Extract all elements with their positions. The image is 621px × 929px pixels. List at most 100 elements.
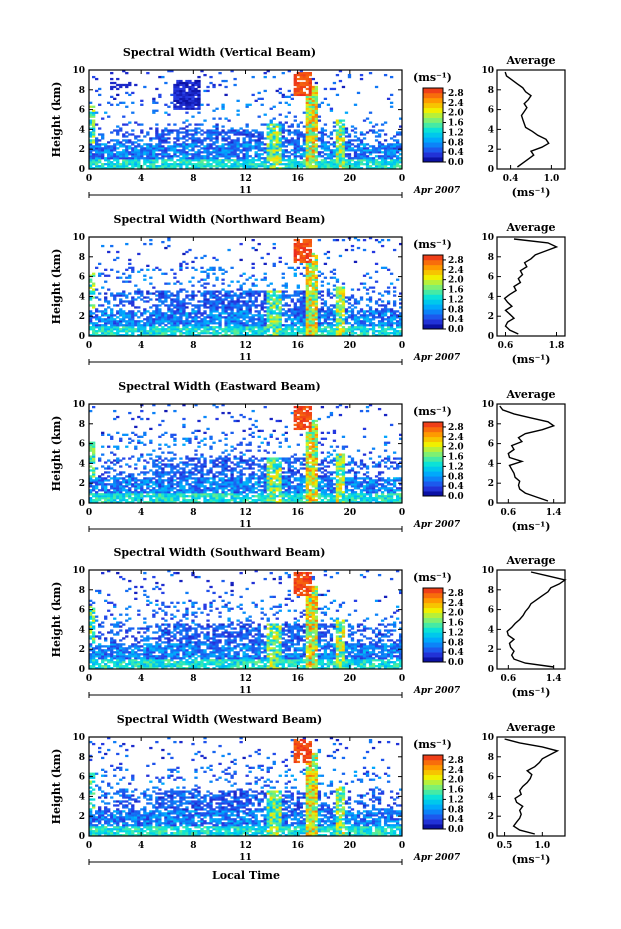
colorbar-tick-label: 2.8 — [448, 89, 464, 99]
panel-1: Spectral Width (Vertical Beam) 0 2 4 6 8 10 Hei… — [50, 46, 566, 199]
colorbar-tick-label: 2.4 — [448, 766, 464, 776]
x-tick-label: 20 — [344, 841, 357, 851]
colorbar-tick-label: 0.8 — [448, 805, 464, 815]
day-label: 11 — [239, 853, 252, 863]
average-y-tick-label: 10 — [481, 400, 494, 410]
colorbar-swatch — [423, 289, 443, 295]
y-tick-label: 10 — [72, 733, 85, 743]
y-axis-label: Height (km) — [50, 416, 63, 492]
colorbar-swatch — [423, 784, 443, 790]
x-tick-label: 20 — [344, 674, 357, 684]
y-axis: 0 2 4 6 8 10 Height (km) — [50, 233, 402, 342]
panel-title: Spectral Width (Vertical Beam) — [123, 46, 316, 59]
x-tick-label: 0 — [86, 174, 92, 184]
x-tick-label: 4 — [138, 341, 144, 351]
average-line — [504, 738, 560, 835]
colorbar-swatch — [423, 617, 443, 623]
colorbar-tick-label: 2.0 — [448, 776, 464, 786]
colorbar-swatch — [423, 466, 443, 472]
colorbar-tick-label: 2.8 — [448, 756, 464, 766]
colorbar-unit-label: (ms⁻¹) — [413, 738, 452, 751]
colorbar: (ms⁻¹) 0.00.40.81.21.62.02.42.8 — [413, 571, 464, 668]
y-tick-label: 10 — [72, 566, 85, 576]
colorbar-swatch — [423, 299, 443, 305]
average-y-tick-label: 8 — [488, 253, 494, 263]
colorbar-swatch — [423, 255, 443, 261]
colorbar-tick-label: 1.2 — [448, 295, 464, 305]
colorbar-frame — [422, 87, 444, 163]
panel-title: Spectral Width (Northward Beam) — [114, 213, 326, 226]
colorbar-swatch — [423, 142, 443, 148]
colorbar-swatch — [423, 491, 443, 497]
colorbar: (ms⁻¹) 0.00.40.81.21.62.02.42.8 — [413, 71, 464, 168]
colorbar-tick-label: 1.6 — [448, 286, 464, 296]
y-tick-label: 8 — [79, 253, 85, 263]
x-tick-label: 20 — [344, 508, 357, 518]
colorbar-swatch — [423, 102, 443, 109]
y-tick-label: 6 — [79, 440, 85, 450]
colorbar-swatch — [423, 147, 443, 153]
y-tick-label: 4 — [79, 625, 85, 635]
colorbar-swatch — [423, 657, 443, 663]
y-axis: 0 2 4 6 8 10 Height (km) — [50, 733, 402, 842]
y-axis-label: Height (km) — [50, 82, 63, 158]
average-profile: Average 0 2 4 6 8 10 0.6 1.4 (ms⁻¹) — [481, 388, 566, 533]
y-axis: 0 2 4 6 8 10 Height (km) — [50, 400, 402, 509]
x-tick-label: 16 — [291, 508, 304, 518]
colorbar-swatch — [423, 441, 443, 447]
average-y-tick-label: 10 — [481, 566, 494, 576]
colorbar-tick-label: 0.0 — [448, 325, 464, 335]
average-y-tick-label: 8 — [488, 753, 494, 763]
average-y-tick-label: 6 — [488, 606, 494, 616]
colorbar-frame — [422, 421, 444, 497]
colorbar-swatch — [423, 132, 443, 138]
x-tick-label: 4 — [138, 841, 144, 851]
colorbar-frame — [422, 254, 444, 330]
x-tick-label: 0 — [86, 674, 92, 684]
average-profile: Average 0 2 4 6 8 10 0.4 1.0 (ms⁻¹) — [481, 54, 566, 199]
x-tick-label: 8 — [190, 674, 196, 684]
average-x-tick-label: 1.0 — [534, 841, 550, 851]
panel-title: Spectral Width (Eastward Beam) — [118, 380, 320, 393]
y-tick-label: 0 — [79, 165, 85, 175]
average-y-tick-label: 0 — [488, 332, 494, 342]
heatmap-cells — [89, 404, 402, 503]
average-y-tick-label: 0 — [488, 832, 494, 842]
y-tick-label: 4 — [79, 292, 85, 302]
colorbar-swatch — [423, 422, 443, 428]
colorbar-swatch — [423, 122, 443, 128]
average-y-tick-label: 4 — [488, 292, 494, 302]
x-axis: 0 4 8 12 16 20 0 11 Apr 2007 — [86, 570, 461, 698]
y-axis-label: Height (km) — [50, 749, 63, 825]
colorbar-swatch — [423, 461, 443, 467]
colorbar-swatch — [423, 759, 443, 766]
average-x-tick-label: 1.8 — [549, 341, 565, 351]
colorbar-tick-label: 2.4 — [448, 433, 464, 443]
average-x-label: (ms⁻¹) — [512, 520, 551, 533]
average-y-tick-label: 4 — [488, 125, 494, 135]
average-frame — [496, 69, 566, 170]
colorbar-swatch — [423, 314, 443, 320]
average-x-tick-label: 0.6 — [500, 674, 516, 684]
heatmap-cells — [89, 70, 402, 169]
average-y-tick-label: 0 — [488, 499, 494, 509]
day-label: 11 — [239, 520, 252, 530]
average-y-tick-label: 2 — [488, 145, 494, 155]
colorbar-swatch — [423, 799, 443, 805]
colorbar-swatch — [423, 471, 443, 477]
x-tick-label: 0 — [399, 674, 405, 684]
colorbar-swatch — [423, 764, 443, 771]
colorbar-tick-label: 2.4 — [448, 99, 464, 109]
average-line — [506, 571, 567, 668]
average-y-tick-label: 8 — [488, 586, 494, 596]
x-tick-label: 16 — [291, 674, 304, 684]
colorbar-swatch — [423, 481, 443, 487]
average-frame — [496, 736, 566, 837]
colorbar-swatch — [423, 804, 443, 810]
y-tick-label: 10 — [72, 233, 85, 243]
colorbar-swatch — [423, 451, 443, 457]
colorbar-swatch — [423, 324, 443, 330]
average-x-tick-label: 1.4 — [546, 674, 562, 684]
y-tick-label: 10 — [72, 400, 85, 410]
date-label: Apr 2007 — [413, 853, 461, 863]
